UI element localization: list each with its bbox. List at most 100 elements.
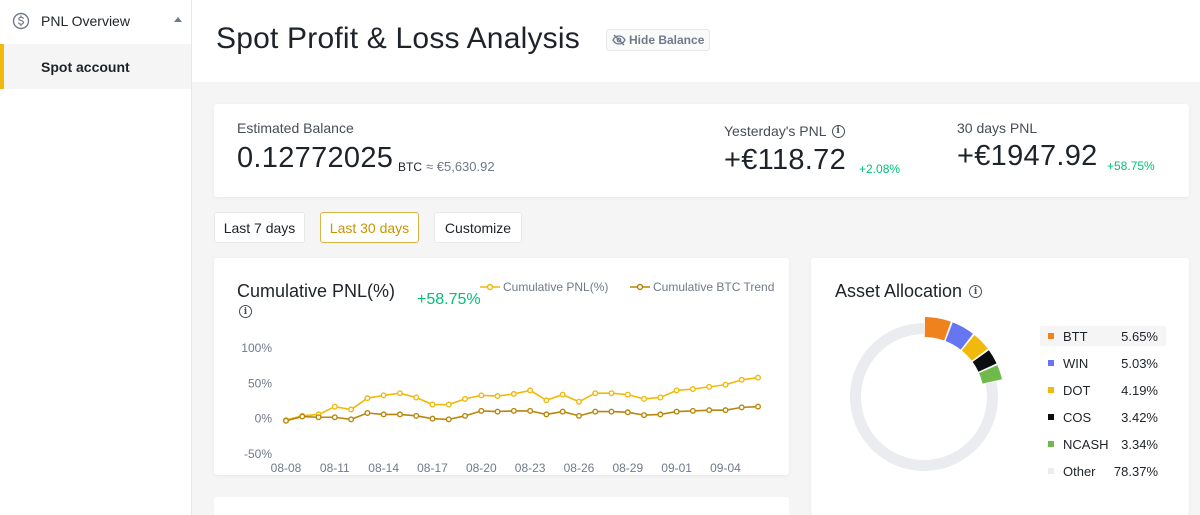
- legend-label: Cumulative BTC Trend: [653, 280, 775, 294]
- data-point[interactable]: [380, 392, 387, 399]
- donut-slice-dot[interactable]: [961, 334, 988, 361]
- asset-name: BTT: [1063, 328, 1088, 344]
- data-point[interactable]: [722, 381, 729, 388]
- asset-name: Other: [1063, 463, 1096, 479]
- data-point[interactable]: [527, 387, 534, 394]
- data-point[interactable]: [575, 412, 582, 419]
- data-point[interactable]: [331, 403, 338, 410]
- data-point[interactable]: [282, 417, 289, 424]
- donut-slice-win[interactable]: [945, 322, 973, 350]
- data-point[interactable]: [445, 416, 452, 423]
- x-tick-label: 08-08: [271, 461, 302, 475]
- data-point[interactable]: [543, 397, 550, 404]
- data-point[interactable]: [348, 406, 355, 413]
- sidebar-section-pnl-overview[interactable]: PNL Overview: [0, 0, 191, 42]
- cumulative-pnl-value: +58.75%: [417, 291, 481, 308]
- x-tick-label: 08-23: [515, 461, 546, 475]
- chevron-up-icon[interactable]: [174, 17, 182, 22]
- data-point[interactable]: [575, 398, 582, 405]
- data-point[interactable]: [364, 395, 371, 402]
- info-icon[interactable]: i: [831, 124, 845, 138]
- data-point[interactable]: [543, 411, 550, 418]
- data-point[interactable]: [559, 391, 566, 398]
- allocation-row-ncash[interactable]: NCASH 3.34%: [1040, 434, 1166, 454]
- cumulative-pnl-chart[interactable]: 100% 50% 0% -50%08-08 08-11 08-14 08-17 08-20 08…: [214, 258, 789, 475]
- donut-slice-cos[interactable]: [972, 350, 997, 372]
- allocation-row-dot[interactable]: DOT 4.19%: [1040, 380, 1166, 400]
- allocation-row-btt[interactable]: BTT 5.65%: [1040, 326, 1166, 346]
- data-point[interactable]: [527, 407, 534, 414]
- data-point[interactable]: [755, 403, 762, 410]
- data-point[interactable]: [429, 401, 436, 408]
- data-point[interactable]: [673, 387, 680, 394]
- dollar-coin-icon: [12, 12, 30, 30]
- data-point[interactable]: [413, 412, 420, 419]
- data-point[interactable]: [608, 408, 615, 415]
- data-point[interactable]: [592, 408, 599, 415]
- data-point[interactable]: [315, 414, 322, 421]
- data-point[interactable]: [689, 407, 696, 414]
- data-point[interactable]: [624, 391, 631, 398]
- range-last-30-days-button[interactable]: Last 30 days: [320, 212, 419, 243]
- donut-slice-ncash[interactable]: [979, 365, 1003, 384]
- allocation-row-win[interactable]: WIN 5.03%: [1040, 353, 1166, 373]
- yesterday-pnl-percent: +2.08%: [859, 162, 901, 176]
- asset-allocation-card: Asset Allocation i BTT 5.65% WIN 5.03% DOT 4.…: [811, 258, 1189, 515]
- data-point[interactable]: [657, 411, 664, 418]
- info-icon[interactable]: i: [239, 305, 252, 318]
- data-point[interactable]: [462, 395, 469, 402]
- data-point[interactable]: [478, 407, 485, 414]
- data-point[interactable]: [673, 408, 680, 415]
- hide-balance-button[interactable]: Hide Balance: [606, 29, 711, 51]
- data-point[interactable]: [364, 410, 371, 417]
- legend-cumulative-btc-trend[interactable]: Cumulative BTC Trend: [630, 280, 774, 294]
- asset-percent: 5.03%: [1121, 355, 1158, 371]
- donut-slice-btt[interactable]: [924, 317, 951, 341]
- data-point[interactable]: [755, 374, 762, 381]
- range-customize-button[interactable]: Customize: [434, 212, 522, 243]
- data-point[interactable]: [331, 414, 338, 421]
- data-point[interactable]: [738, 376, 745, 383]
- sidebar-item-spot-account[interactable]: Spot account: [0, 44, 191, 89]
- data-point[interactable]: [510, 407, 517, 414]
- data-point[interactable]: [722, 407, 729, 414]
- data-point[interactable]: [396, 390, 403, 397]
- data-point[interactable]: [689, 385, 696, 392]
- legend-line-marker-icon: [630, 283, 650, 291]
- data-point[interactable]: [396, 411, 403, 418]
- data-point[interactable]: [429, 415, 436, 422]
- allocation-row-other[interactable]: Other 78.37%: [1040, 461, 1166, 481]
- data-point[interactable]: [641, 412, 648, 419]
- data-point[interactable]: [706, 407, 713, 414]
- data-point[interactable]: [348, 416, 355, 423]
- y-tick-label: 100%: [241, 341, 272, 355]
- data-point[interactable]: [592, 390, 599, 397]
- legend-label: Cumulative PNL(%): [503, 280, 609, 294]
- data-point[interactable]: [624, 409, 631, 416]
- data-point[interactable]: [657, 394, 664, 401]
- data-point[interactable]: [510, 390, 517, 397]
- x-tick-label: 08-17: [417, 461, 448, 475]
- data-point[interactable]: [608, 390, 615, 397]
- estimated-balance-value: 0.12772025: [237, 142, 394, 174]
- allocation-row-cos[interactable]: COS 3.42%: [1040, 407, 1166, 427]
- yesterday-pnl-label: Yesterday's PNL i: [724, 123, 845, 139]
- data-point[interactable]: [641, 395, 648, 402]
- legend-cumulative-pnl[interactable]: Cumulative PNL(%): [480, 280, 608, 294]
- data-point[interactable]: [462, 412, 469, 419]
- asset-allocation-donut-chart[interactable]: [811, 258, 1189, 515]
- data-point[interactable]: [559, 408, 566, 415]
- data-point[interactable]: [380, 411, 387, 418]
- data-point[interactable]: [738, 404, 745, 411]
- data-point[interactable]: [494, 393, 501, 400]
- info-icon[interactable]: i: [969, 285, 983, 298]
- x-tick-label: 08-20: [466, 461, 497, 475]
- data-point[interactable]: [445, 401, 452, 408]
- data-point[interactable]: [478, 392, 485, 399]
- data-point[interactable]: [299, 413, 306, 420]
- data-point[interactable]: [494, 408, 501, 415]
- data-point[interactable]: [413, 394, 420, 401]
- data-point[interactable]: [706, 383, 713, 390]
- sidebar-item-label: Spot account: [41, 58, 130, 75]
- range-last-7-days-button[interactable]: Last 7 days: [214, 212, 305, 243]
